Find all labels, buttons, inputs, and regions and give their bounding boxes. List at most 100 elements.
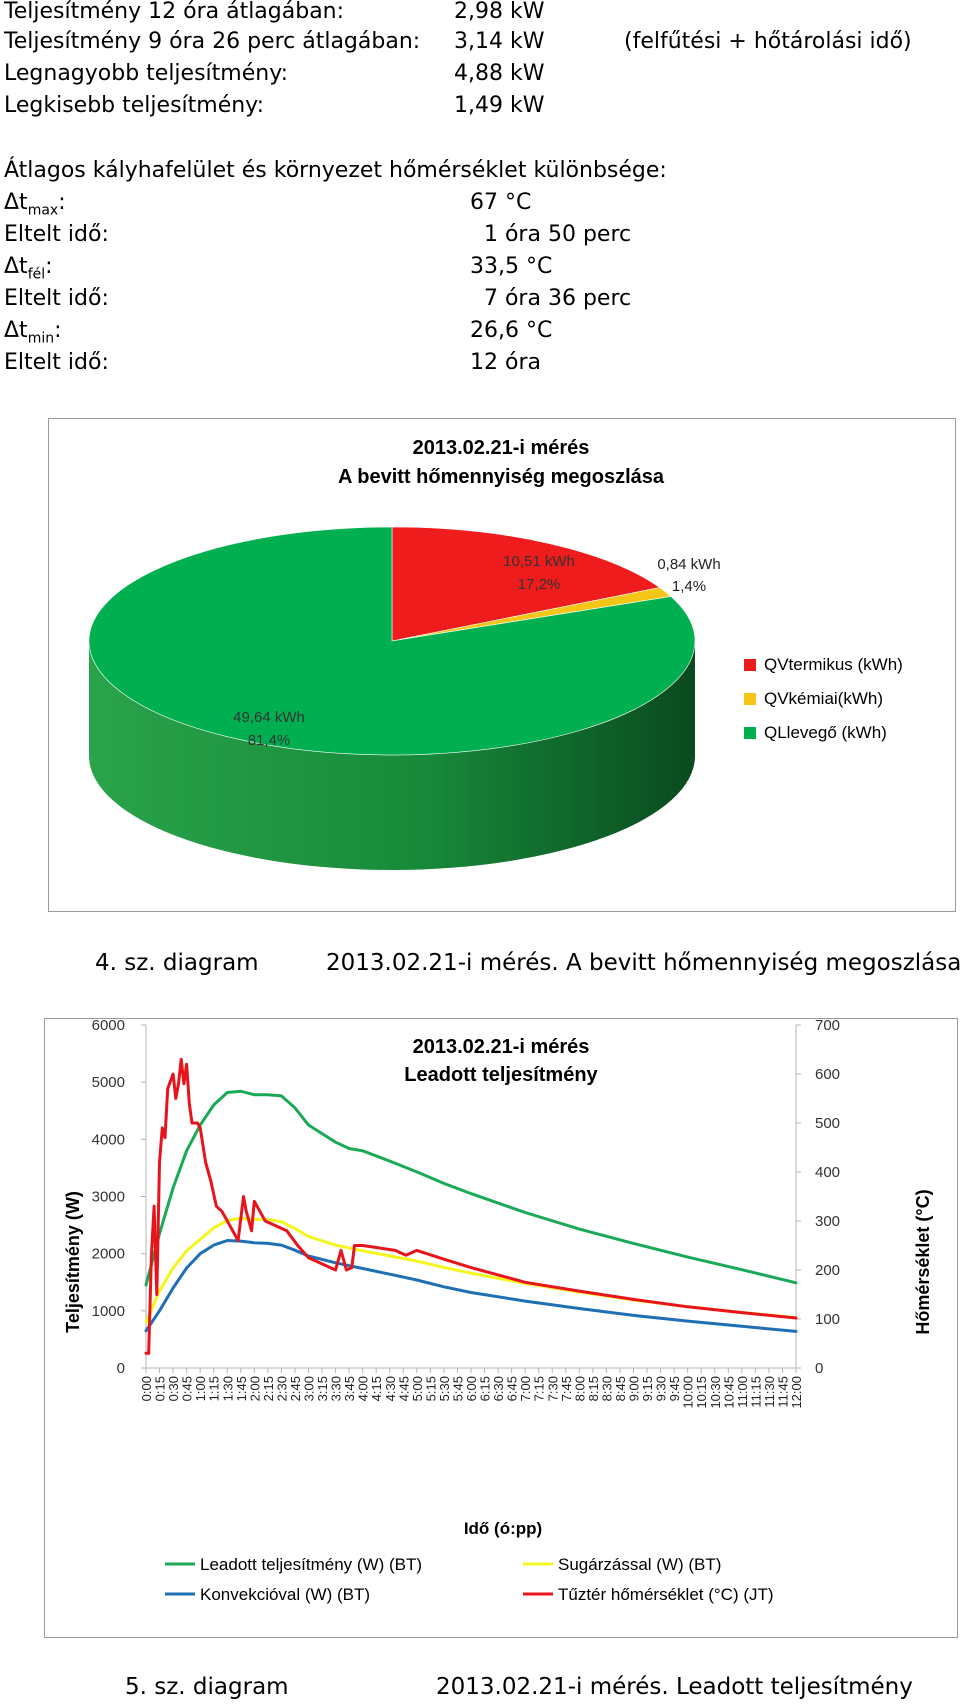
legend-label: Sugárzással (W) (BT) xyxy=(558,1555,721,1574)
delta-colon: : xyxy=(58,190,66,215)
pie-subtitle: A bevitt hőmennyiség megoszlása xyxy=(338,466,665,488)
line-chart-box: 2013.02.21-i mérés Leadott teljesítmény … xyxy=(44,1017,958,1638)
x-tick-label: 8:45 xyxy=(613,1376,628,1401)
y2-tick-label: 100 xyxy=(815,1311,840,1328)
x-tick-label: 8:15 xyxy=(586,1376,601,1401)
x-tick-label: 2:00 xyxy=(247,1376,262,1401)
x-tick-label: 4:00 xyxy=(356,1376,371,1401)
x-tick-label: 9:45 xyxy=(667,1376,682,1401)
stat-value: 4,88 kW xyxy=(454,61,545,86)
x-tick-label: 1:00 xyxy=(193,1376,208,1401)
x-tick-label: 11:00 xyxy=(735,1376,750,1408)
x-tick-label: 11:15 xyxy=(748,1376,763,1408)
y-axis-title: Teljesítmény (W) xyxy=(63,1191,83,1333)
slice-value-label: 49,64 kWh xyxy=(233,709,305,726)
elapsed-label: Eltelt idő: xyxy=(4,286,109,311)
pie-side xyxy=(89,641,695,870)
delta-value: 67 °C xyxy=(470,190,532,215)
y2-tick-label: 300 xyxy=(815,1213,840,1230)
x-tick-label: 9:30 xyxy=(654,1376,669,1401)
x-tick-label: 6:30 xyxy=(491,1376,506,1401)
line-chart-subtitle: Leadott teljesítmény xyxy=(404,1064,598,1086)
x-tick-label: 6:45 xyxy=(505,1376,520,1401)
pie-legend: QVtermikus (kWh) QVkémiai(kWh) QLlevegő … xyxy=(744,655,903,742)
y2-axis-title: Hőmérséklet (°C) xyxy=(913,1189,933,1334)
x-tick-label: 7:00 xyxy=(518,1376,533,1401)
pie-title: 2013.02.21-i mérés xyxy=(413,437,590,459)
delta-colon: : xyxy=(54,318,62,343)
y2-tick-label: 400 xyxy=(815,1164,840,1181)
x-tick-label: 1:45 xyxy=(234,1376,249,1401)
line-caption-text: 2013.02.21-i mérés. Leadott teljesítmény xyxy=(436,1674,913,1700)
delta-value: 33,5 °C xyxy=(470,254,553,279)
chart-series xyxy=(144,1057,798,1355)
elapsed-label: Eltelt idő: xyxy=(4,350,109,375)
x-tick-label: 7:45 xyxy=(559,1376,574,1401)
pie-slice xyxy=(391,526,661,642)
delta-symbol: Δt xyxy=(4,190,28,215)
line-caption-number: 5. sz. diagram xyxy=(125,1674,289,1700)
x-tick-label: 1:30 xyxy=(220,1376,235,1401)
x-tick-label: 3:15 xyxy=(315,1376,330,1401)
stat-label: Legnagyobb teljesítmény: xyxy=(4,61,289,86)
y-tick-label: 4000 xyxy=(92,1131,125,1148)
diff-heading: Átlagos kályhafelület és környezet hőmér… xyxy=(4,158,667,183)
stat-label: Legkisebb teljesítmény: xyxy=(4,93,265,118)
slice-percent-label: 1,4% xyxy=(672,578,706,595)
pie-chart-box: 2013.02.21-i mérés A bevitt hőmennyiség … xyxy=(48,418,956,912)
line-legend: Leadott teljesítmény (W) (BT) Sugárzássa… xyxy=(165,1555,774,1604)
slice-value-label: 10,51 kWh xyxy=(503,553,575,570)
slice-value-label: 0,84 kWh xyxy=(657,556,720,573)
slice-percent-label: 17,2% xyxy=(518,576,561,593)
x-tick-label: 9:15 xyxy=(640,1376,655,1401)
x-tick-label: 3:00 xyxy=(302,1376,317,1401)
elapsed-label: Eltelt idő: xyxy=(4,222,109,247)
y-tick-label: 1000 xyxy=(92,1303,125,1320)
y-tick-label: 3000 xyxy=(92,1189,125,1206)
stat-label: Teljesítmény 12 óra átlagában: xyxy=(4,0,345,24)
x-tick-label: 10:30 xyxy=(708,1376,723,1409)
pie-slice xyxy=(88,526,696,756)
y-tick-label: 2000 xyxy=(92,1246,125,1263)
chart-axes: 0 1000 2000 3000 4000 5000 6000 0 100 200 300 400 50… xyxy=(92,1017,840,1409)
x-tick-label: 4:30 xyxy=(383,1376,398,1401)
legend-swatch xyxy=(744,693,756,705)
x-tick-label: 3:45 xyxy=(342,1376,357,1401)
y2-tick-label: 500 xyxy=(815,1115,840,1132)
y-tick-label: 6000 xyxy=(92,1019,125,1034)
y2-tick-label: 700 xyxy=(815,1019,840,1034)
delta-symbol: Δt xyxy=(4,254,28,279)
delta-subscript: fél xyxy=(27,266,46,283)
legend-label: Tűztér hőmérséklet (°C) (JT) xyxy=(558,1585,774,1604)
delta-symbol: Δt xyxy=(4,318,28,343)
x-tick-label: 5:00 xyxy=(410,1376,425,1401)
pie-caption-text: 2013.02.21-i mérés. A bevitt hőmennyiség… xyxy=(326,950,960,976)
x-tick-label: 6:00 xyxy=(464,1376,479,1401)
x-tick-label: 9:00 xyxy=(627,1376,642,1401)
elapsed-value: 12 óra xyxy=(470,350,541,375)
delta-subscript: min xyxy=(27,330,55,347)
x-tick-label: 10:00 xyxy=(681,1376,696,1409)
y-tick-label: 0 xyxy=(117,1360,125,1377)
x-tick-label: 5:45 xyxy=(450,1376,465,1401)
x-tick-label: 5:15 xyxy=(423,1376,438,1401)
x-tick-label: 0:30 xyxy=(166,1376,181,1401)
stat-value: 2,98 kW xyxy=(454,0,545,24)
pie-body xyxy=(88,526,696,870)
x-tick-label: 3:30 xyxy=(329,1376,344,1401)
x-tick-label: 7:30 xyxy=(545,1376,560,1401)
legend-label: QVtermikus (kWh) xyxy=(764,655,903,674)
elapsed-value: 1 óra 50 perc xyxy=(470,222,632,247)
legend-swatch xyxy=(744,727,756,739)
legend-label: QVkémiai(kWh) xyxy=(764,689,883,708)
elapsed-value: 7 óra 36 perc xyxy=(470,286,632,311)
legend-label: QLlevegő (kWh) xyxy=(764,723,887,742)
y2-tick-label: 600 xyxy=(815,1066,840,1083)
x-tick-label: 0:00 xyxy=(139,1376,154,1401)
pie-caption-number: 4. sz. diagram xyxy=(95,950,259,976)
delta-colon: : xyxy=(45,254,53,279)
x-tick-label: 11:30 xyxy=(762,1376,777,1408)
delta-value: 26,6 °C xyxy=(470,318,553,343)
x-tick-label: 2:15 xyxy=(261,1376,276,1401)
x-tick-label: 8:30 xyxy=(599,1376,614,1401)
